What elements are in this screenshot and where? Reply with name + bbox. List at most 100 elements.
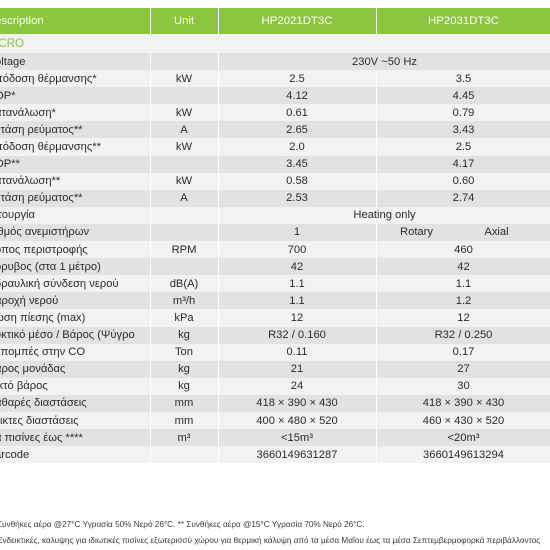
row-value-model-2: 3.5 <box>376 70 550 88</box>
header-description: escription <box>0 8 151 34</box>
row-value-model-1: 400 × 480 × 520 <box>218 411 377 430</box>
row-description: ντάση ρεύματος** <box>0 189 151 207</box>
row-value-model-2: 3660149613294 <box>376 446 550 464</box>
row-value-model-2: 27 <box>376 360 550 378</box>
table-row: υκτικό μέσο / Βάρος (Ψύγρο kg R32 / 0.160 R… <box>0 326 550 344</box>
row-unit <box>150 155 219 173</box>
table-row: ώση πίεσης (max) kPa 12 12 <box>0 309 550 327</box>
row-description: υκτικό μέσο / Βάρος (Ψύγρο <box>0 326 151 344</box>
row-value-model-1: 2.65 <box>218 121 377 139</box>
table-row: ντάση ρεύματος** A 2.65 3.43 <box>0 121 550 139</box>
row-description: ντάση ρεύματος** <box>0 121 151 139</box>
row-unit: mm <box>150 394 219 412</box>
row-unit: m³/h <box>150 292 219 310</box>
table-row: ντάση ρεύματος** A 2.53 2.74 <box>0 189 550 207</box>
row-value-model-1: 24 <box>218 377 377 395</box>
table-row: α πισίνες έως **** m³ <15m³ <20m³ <box>0 429 550 447</box>
row-value-model-1: 1 <box>218 223 377 242</box>
table-row: κπομπές στην CO Ton 0.11 0.17 <box>0 343 550 361</box>
row-value-model-2: 0.17 <box>376 343 550 361</box>
row-unit: kW <box>150 70 219 88</box>
row-value-model-2: 418 × 390 × 430 <box>376 394 550 412</box>
header-unit: Unit <box>150 8 219 34</box>
row-value-model-1: 1.1 <box>218 292 377 310</box>
table-row: δραυλική σύνδεση νερού dB(A) 1.1 1.1 <box>0 275 550 293</box>
row-unit: Ton <box>150 343 219 361</box>
row-unit: kW <box>150 172 219 190</box>
row-value-model-1: 4.12 <box>218 87 377 105</box>
row-value-model-2: 1.2 <box>376 292 550 310</box>
row-unit: mm <box>150 411 219 430</box>
table-row: ιτουργία Heating only <box>0 206 550 224</box>
row-description: oltage <box>0 53 151 71</box>
row-value-model-2: 460 × 430 × 520 <box>376 411 550 430</box>
table-row: ατανάλωση* kW 0.61 0.79 <box>0 104 550 122</box>
row-description: πόδοση θέρμανσης** <box>0 138 151 156</box>
row-value-model-2: 460 <box>376 241 550 259</box>
row-value-model-2: 42 <box>376 258 550 276</box>
row-description: κπομπές στην CO <box>0 343 151 361</box>
row-value-model-1: R32 / 0.160 <box>218 326 377 344</box>
table-row: όρυβος (στα 1 μέτρο) 42 42 <box>0 258 550 276</box>
footnote-1: Συνθήκες αέρα @27°C Υγρασία 50% Νερό 26°… <box>0 520 365 529</box>
row-description: δραυλική σύνδεση νερού <box>0 275 151 293</box>
row-value-model-1: 700 <box>218 241 377 259</box>
table-row: ιθμός ανεμιστήρων 1 Rotary Axial <box>0 223 550 242</box>
row-description: ώση πίεσης (max) <box>0 309 151 327</box>
table-row: όπος περιστροφής RPM 700 460 <box>0 241 550 259</box>
row-value-model-2: 0.79 <box>376 104 550 122</box>
row-value-model-2: 2.74 <box>376 189 550 207</box>
row-unit: A <box>150 189 219 207</box>
row-unit: dB(A) <box>150 275 219 293</box>
section-label: ICRO <box>0 34 550 53</box>
row-value-model-1: 42 <box>218 258 377 276</box>
row-value-model-1: 3.45 <box>218 155 377 173</box>
row-unit <box>150 223 219 242</box>
fan-type-label: Rotary <box>400 226 433 239</box>
row-value-model-2: 4.45 <box>376 87 550 105</box>
row-description: αροχή νερού <box>0 292 151 310</box>
row-value-model-1: 21 <box>218 360 377 378</box>
row-description: ιτουργία <box>0 206 151 224</box>
row-value-model-1: 3660149631287 <box>218 446 377 464</box>
row-unit: RPM <box>150 241 219 259</box>
table-row: OP* 4.124.45 <box>0 87 550 105</box>
row-value-model-2: Rotary Axial <box>376 223 550 242</box>
row-value-model-1: 1.1 <box>218 275 377 293</box>
row-value-span: Heating only <box>218 206 550 224</box>
row-value-model-2: 1.1 <box>376 275 550 293</box>
row-value-model-1: 418 × 390 × 430 <box>218 394 377 412</box>
row-value-model-2: 4.17 <box>376 155 550 173</box>
row-unit <box>150 53 219 71</box>
row-unit: kW <box>150 138 219 156</box>
row-description: OP* <box>0 87 151 105</box>
row-description: όπος περιστροφής <box>0 241 151 259</box>
row-unit: kg <box>150 326 219 344</box>
row-unit <box>150 87 219 105</box>
row-unit <box>150 446 219 464</box>
row-value-model-1: 2.5 <box>218 70 377 88</box>
row-description: όρυβος (στα 1 μέτρο) <box>0 258 151 276</box>
row-value-model-1: 0.11 <box>218 343 377 361</box>
row-description: πόδοση θέρμανσης* <box>0 70 151 88</box>
table-row: εικτες διαστάσεις mm 400 × 480 × 520 460 × … <box>0 411 550 430</box>
row-value-model-2: 30 <box>376 377 550 395</box>
row-value-model-1: 2.53 <box>218 189 377 207</box>
table-row: OP** 3.454.17 <box>0 155 550 173</box>
row-value-model-1: 12 <box>218 309 377 327</box>
row-description: α πισίνες έως **** <box>0 429 151 447</box>
row-value-model-1: 0.58 <box>218 172 377 190</box>
row-unit: kg <box>150 360 219 378</box>
table-row: πόδοση θέρμανσης** kW 2.0 2.5 <box>0 138 550 156</box>
row-value-model-1: 0.61 <box>218 104 377 122</box>
row-value-model-1: <15m³ <box>218 429 377 447</box>
row-value-model-1: 2.0 <box>218 138 377 156</box>
spec-table: escription Unit HP2021DT3C HP2031DT3C IC… <box>0 8 550 464</box>
row-value-model-2: 3.43 <box>376 121 550 139</box>
row-value-model-2: <20m³ <box>376 429 550 447</box>
row-description: ιθμός ανεμιστήρων <box>0 223 151 242</box>
row-value-model-2: 2.5 <box>376 138 550 156</box>
row-value-span: 230V ~50 Hz <box>218 53 550 71</box>
table-row: ικτό βάρος kg 24 30 <box>0 377 550 395</box>
